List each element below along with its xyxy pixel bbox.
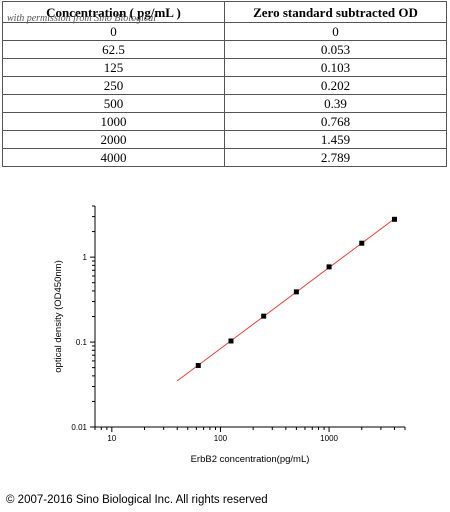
- watermark-text: with permission from Sino Biological: [7, 13, 157, 24]
- standard-curve-table: Concentration ( pg/mL ) with permission …: [2, 1, 447, 167]
- od-cell: 0.103: [224, 58, 447, 77]
- od-cell: 1.459: [224, 130, 447, 149]
- y-tick-label: 0.01: [71, 423, 87, 432]
- od-cell: 0.768: [224, 112, 447, 131]
- data-point: [293, 289, 299, 295]
- table-row: 2000 1.459: [2, 130, 447, 149]
- y-tick-label: 0.1: [76, 338, 88, 347]
- table-header-row: Concentration ( pg/mL ) with permission …: [2, 1, 447, 24]
- data-point: [195, 362, 201, 368]
- od-cell: 0: [224, 22, 447, 41]
- copyright-notice: © 2007-2016 Sino Biological Inc. All rig…: [6, 494, 268, 506]
- column-header-od: Zero standard subtracted OD: [224, 1, 447, 23]
- concentration-cell: 2000: [2, 130, 225, 149]
- concentration-cell: 62.5: [2, 40, 225, 59]
- table-row: 1000 0.768: [2, 112, 447, 131]
- column-header-label: Concentration ( pg/mL ): [46, 4, 181, 20]
- table-row: 500 0.39: [2, 94, 447, 113]
- concentration-cell: 500: [2, 94, 225, 113]
- x-tick-label: 1000: [320, 434, 338, 443]
- data-point: [261, 313, 267, 319]
- concentration-cell: 1000: [2, 112, 225, 131]
- table-row: 250 0.202: [2, 76, 447, 95]
- data-point: [228, 338, 234, 344]
- data-point: [326, 264, 332, 270]
- x-tick-label: 10: [107, 434, 116, 443]
- table-row: 125 0.103: [2, 58, 447, 77]
- y-tick-label: 1: [83, 253, 88, 262]
- data-point: [359, 240, 365, 246]
- concentration-cell: 4000: [2, 148, 225, 167]
- standard-curve-chart: 10 100 1000 0.01 0.1 1 ErbB2 concentration(pg…: [53, 205, 406, 465]
- table-row: 62.5 0.053: [2, 40, 447, 59]
- x-tick-label: 100: [214, 434, 228, 443]
- x-axis-label: ErbB2 concentration(pg/mL): [191, 454, 310, 465]
- data-points: [195, 216, 397, 368]
- chart-axes: 10 100 1000 0.01 0.1 1: [71, 205, 406, 443]
- od-cell: 0.053: [224, 40, 447, 59]
- y-axis-label: optical density (OD450nm): [53, 260, 64, 372]
- column-header-concentration: Concentration ( pg/mL ) with permission …: [2, 1, 225, 24]
- od-cell: 2.789: [224, 148, 447, 167]
- concentration-cell: 125: [2, 58, 225, 77]
- fit-line: [176, 218, 395, 382]
- od-cell: 0.39: [224, 94, 447, 113]
- data-point: [391, 216, 397, 222]
- table-row: 4000 2.789: [2, 148, 447, 167]
- concentration-cell: 250: [2, 76, 225, 95]
- od-cell: 0.202: [224, 76, 447, 95]
